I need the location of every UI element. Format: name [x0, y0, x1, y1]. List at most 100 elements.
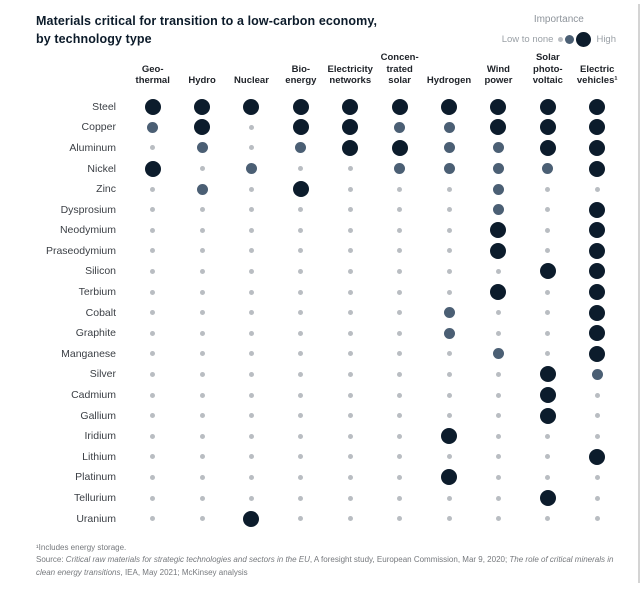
importance-dot	[495, 268, 501, 274]
importance-dot	[199, 330, 205, 336]
matrix-cell	[573, 385, 622, 406]
matrix-cell	[227, 508, 276, 529]
matrix-cell	[326, 405, 375, 426]
importance-dot	[495, 371, 501, 377]
footnote-energy-storage: ¹Includes energy storage.	[36, 542, 127, 552]
matrix-cell	[227, 282, 276, 303]
matrix-cell	[573, 323, 622, 344]
importance-dot	[545, 227, 551, 233]
chart-header: Materials critical for transition to a l…	[36, 12, 626, 48]
importance-dot	[589, 284, 606, 301]
matrix-cell	[474, 364, 523, 385]
importance-dot	[199, 227, 205, 233]
matrix-cell	[227, 467, 276, 488]
matrix-cell	[573, 447, 622, 468]
importance-dot	[539, 98, 556, 115]
matrix-cell	[523, 117, 572, 138]
matrix-cell	[573, 241, 622, 262]
matrix-cell	[227, 117, 276, 138]
importance-dot	[397, 474, 403, 480]
importance-dot	[292, 181, 309, 198]
importance-dot	[492, 183, 504, 195]
matrix-cell	[424, 447, 473, 468]
matrix-cell	[128, 405, 177, 426]
matrix-cell	[375, 302, 424, 323]
matrix-cell	[523, 385, 572, 406]
importance-dot	[298, 330, 304, 336]
matrix-cell	[474, 385, 523, 406]
importance-dot	[248, 248, 254, 254]
importance-dot	[347, 227, 353, 233]
importance-dot	[446, 454, 452, 460]
matrix-cell	[227, 179, 276, 200]
matrix-cell	[474, 96, 523, 117]
importance-dot	[397, 248, 403, 254]
importance-dot	[199, 248, 205, 254]
matrix-cell	[177, 158, 226, 179]
matrix-cell	[573, 138, 622, 159]
importance-dot	[443, 121, 455, 133]
matrix-cell	[523, 261, 572, 282]
importance-dot	[539, 366, 556, 383]
matrix-cell	[474, 426, 523, 447]
importance-dot	[298, 454, 304, 460]
importance-dot	[545, 310, 551, 316]
importance-dot	[495, 433, 501, 439]
source-segment: Source:	[36, 555, 66, 565]
legend-dot	[576, 32, 592, 47]
matrix-cell	[424, 488, 473, 509]
importance-dot	[298, 166, 304, 171]
importance-dot	[495, 474, 501, 480]
importance-dot	[347, 454, 353, 460]
importance-dot	[150, 186, 156, 192]
matrix-cell	[276, 447, 325, 468]
matrix-cell	[573, 426, 622, 447]
matrix-cell	[128, 96, 177, 117]
importance-dot	[150, 413, 156, 419]
material-label: Copper	[81, 121, 116, 134]
material-label: Praseodymium	[45, 244, 116, 257]
importance-dot	[589, 201, 606, 218]
matrix-cell	[424, 241, 473, 262]
matrix-cell	[276, 220, 325, 241]
matrix-cell	[326, 426, 375, 447]
matrix-cell	[128, 364, 177, 385]
matrix-cell	[424, 508, 473, 529]
matrix-cell	[177, 385, 226, 406]
matrix-cell	[227, 344, 276, 365]
column-header: Geo- thermal	[135, 63, 170, 87]
matrix-cell	[375, 405, 424, 426]
matrix-cell	[276, 158, 325, 179]
importance-dot	[199, 495, 205, 501]
matrix-cell	[128, 426, 177, 447]
matrix-cell	[424, 364, 473, 385]
importance-dot	[495, 413, 501, 419]
matrix-cell	[424, 138, 473, 159]
importance-dot	[397, 516, 403, 522]
matrix-cell	[276, 488, 325, 509]
importance-dot	[545, 454, 551, 460]
importance-dot	[446, 186, 452, 192]
importance-dot	[589, 325, 606, 342]
importance-dot	[545, 330, 551, 336]
importance-dot	[243, 510, 260, 527]
matrix-cell	[474, 199, 523, 220]
matrix-cell	[276, 261, 325, 282]
matrix-cell	[326, 323, 375, 344]
importance-dot	[391, 139, 408, 156]
material-label: Neodymium	[59, 224, 116, 237]
importance-dot	[589, 345, 606, 362]
importance-dot	[199, 392, 205, 398]
matrix-cell	[573, 117, 622, 138]
material-label: Gallium	[80, 409, 116, 422]
importance-dot	[342, 119, 359, 136]
importance-dot	[347, 516, 353, 522]
importance-dot	[248, 474, 254, 480]
importance-dot	[298, 371, 304, 377]
matrix-cell	[474, 405, 523, 426]
matrix-cell	[375, 364, 424, 385]
importance-dot	[150, 392, 156, 398]
importance-dot	[443, 163, 455, 174]
importance-dot	[446, 207, 452, 213]
importance-dot	[248, 351, 254, 357]
